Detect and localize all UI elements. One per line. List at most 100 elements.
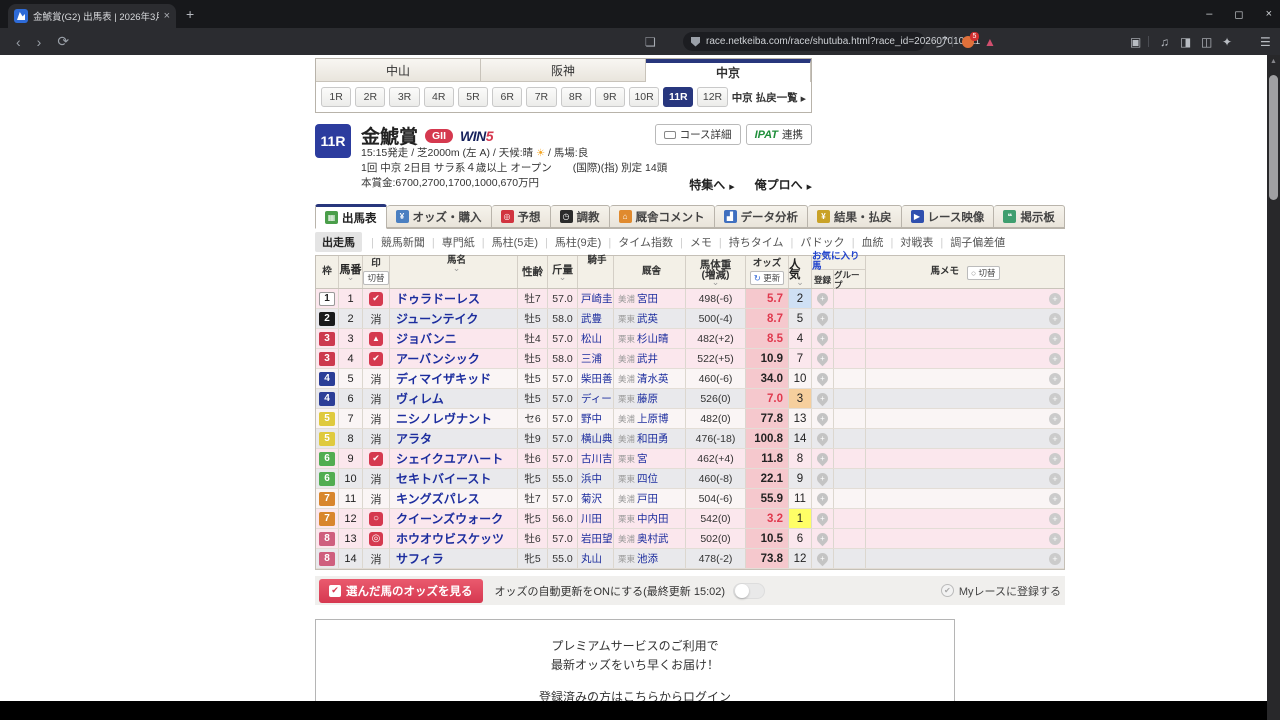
favorite-group-cell[interactable]	[834, 329, 866, 348]
mark-cell[interactable]: ✔	[363, 349, 390, 368]
back-button[interactable]: ‹	[16, 33, 21, 50]
favorite-register-cell[interactable]	[812, 429, 834, 448]
favorite-register-cell[interactable]	[812, 389, 834, 408]
sub-tab[interactable]: メモ	[673, 234, 712, 250]
race-number-button[interactable]: 3R	[389, 87, 420, 107]
header-register[interactable]: 登録	[812, 269, 834, 290]
mark-icon[interactable]: ▲	[369, 331, 383, 346]
favorite-pin-icon[interactable]	[814, 510, 831, 527]
sub-tab[interactable]: 血統	[845, 234, 884, 250]
memo-cell[interactable]: +	[866, 509, 1064, 528]
memo-cell[interactable]: +	[866, 449, 1064, 468]
favorite-group-cell[interactable]	[834, 309, 866, 328]
race-number-button[interactable]: 4R	[423, 87, 454, 107]
mark-toggle-button[interactable]: 切替	[363, 271, 389, 285]
main-tab[interactable]: ⌂ 厩舎コメント	[609, 205, 715, 228]
jockey-link[interactable]: 古川吉	[581, 453, 613, 465]
window-maximize-button[interactable]: ◻	[1234, 8, 1244, 21]
favorite-pin-icon[interactable]	[814, 310, 831, 327]
jockey-link[interactable]: 丸山	[581, 553, 602, 565]
favorite-register-cell[interactable]	[812, 469, 834, 488]
header-stable[interactable]: 厩舎	[614, 256, 686, 288]
race-number-button[interactable]: 12R	[697, 87, 728, 107]
trainer-link[interactable]: 和田勇	[637, 433, 669, 445]
jockey-link[interactable]: 横山典	[581, 433, 613, 445]
header-frame[interactable]: 枠	[316, 256, 339, 288]
memo-cell[interactable]: +	[866, 409, 1064, 428]
mark-cell[interactable]: 消	[363, 369, 390, 388]
login-link[interactable]: 登録済みの方はこちらからログイン	[538, 690, 731, 704]
trainer-link[interactable]: 藤原	[637, 393, 659, 405]
mark-icon[interactable]: 消	[370, 553, 382, 566]
favorite-register-cell[interactable]	[812, 449, 834, 468]
memo-cell[interactable]: +	[866, 549, 1064, 568]
add-memo-icon[interactable]: +	[1049, 453, 1061, 465]
sub-tab[interactable]: パドック	[783, 234, 844, 250]
favorite-pin-icon[interactable]	[814, 450, 831, 467]
horse-name-link[interactable]: シェイクユアハート	[396, 452, 504, 466]
jockey-link[interactable]: 川田	[581, 513, 602, 525]
race-number-button[interactable]: 10R	[628, 87, 660, 107]
window-minimize-button[interactable]: –	[1206, 8, 1213, 20]
window-close-button[interactable]: ×	[1265, 8, 1272, 20]
header-popularity[interactable]: 人気	[789, 256, 812, 288]
header-link[interactable]: 特集へ	[689, 176, 734, 193]
mark-icon[interactable]: 消	[370, 493, 382, 506]
mark-icon[interactable]: ✔	[369, 451, 383, 466]
add-memo-icon[interactable]: +	[1049, 353, 1061, 365]
header-odds[interactable]: オッズ 更新	[746, 256, 789, 288]
trainer-link[interactable]: 宮	[637, 453, 648, 465]
add-memo-icon[interactable]: +	[1049, 493, 1061, 505]
odds-refresh-button[interactable]: 更新	[749, 271, 785, 285]
mark-icon[interactable]: 消	[370, 413, 382, 426]
tab-tile-icon[interactable]: ◫	[1201, 34, 1213, 49]
memo-cell[interactable]: +	[866, 469, 1064, 488]
track-tab[interactable]: 阪神	[481, 59, 646, 82]
favorite-register-cell[interactable]	[812, 409, 834, 428]
page-scrollbar[interactable]: ▲	[1267, 55, 1280, 720]
scrollbar-thumb[interactable]	[1269, 75, 1278, 200]
add-memo-icon[interactable]: +	[1049, 553, 1061, 565]
favorite-register-cell[interactable]	[812, 329, 834, 348]
favorite-pin-icon[interactable]	[814, 410, 831, 427]
sub-tab[interactable]: 専門紙	[425, 234, 475, 250]
add-memo-icon[interactable]: +	[1049, 333, 1061, 345]
mark-icon[interactable]: ✔	[369, 351, 383, 366]
memo-cell[interactable]: +	[866, 329, 1064, 348]
main-tab[interactable]: ¥ オッズ・購入	[386, 205, 492, 228]
sidebar-panel-icon[interactable]: ◨	[1180, 34, 1192, 49]
main-tab[interactable]: ◷ 調教	[550, 205, 610, 228]
auto-update-toggle[interactable]	[733, 582, 766, 599]
favorite-group-cell[interactable]	[834, 349, 866, 368]
sub-tab[interactable]: 馬柱(5走)	[475, 234, 538, 250]
browser-tab[interactable]: 金鯱賞(G2) 出馬表 | 2026年3月1 ×	[8, 4, 176, 28]
favorite-pin-icon[interactable]	[814, 550, 831, 567]
jockey-link[interactable]: 野中	[581, 413, 602, 425]
horse-name-link[interactable]: キングズパレス	[396, 492, 480, 506]
favorite-group-cell[interactable]	[834, 369, 866, 388]
trainer-link[interactable]: 宮田	[637, 293, 659, 305]
mark-cell[interactable]: ✔	[363, 289, 390, 308]
horse-name-link[interactable]: ヴィレム	[396, 392, 444, 406]
favorite-group-cell[interactable]	[834, 489, 866, 508]
horse-name-link[interactable]: ジューンテイク	[396, 312, 479, 326]
trainer-link[interactable]: 戸田	[637, 493, 659, 505]
memo-cell[interactable]: +	[866, 389, 1064, 408]
favorite-pin-icon[interactable]	[814, 350, 831, 367]
add-memo-icon[interactable]: +	[1049, 513, 1061, 525]
reload-button[interactable]: ⟳	[57, 33, 70, 49]
favorite-pin-icon[interactable]	[814, 430, 831, 447]
jockey-link[interactable]: 松山	[581, 333, 602, 345]
trainer-link[interactable]: 奥村武	[637, 533, 669, 545]
header-mark[interactable]: 印 切替	[363, 256, 390, 288]
header-weight[interactable]: 斤量	[548, 256, 578, 288]
myrace-register[interactable]: ✔ Myレースに登録する	[940, 583, 1061, 599]
mark-cell[interactable]: 消	[363, 429, 390, 448]
sub-tab[interactable]: 調子偏差値	[933, 234, 1005, 250]
race-number-button[interactable]: 7R	[526, 87, 557, 107]
extension-triangle-icon[interactable]: ▲	[984, 34, 996, 49]
add-memo-icon[interactable]: +	[1049, 413, 1061, 425]
mark-icon[interactable]: ○	[369, 511, 383, 526]
horse-name-link[interactable]: ホウオウビスケッツ	[396, 532, 505, 546]
favorite-group-cell[interactable]	[834, 549, 866, 568]
